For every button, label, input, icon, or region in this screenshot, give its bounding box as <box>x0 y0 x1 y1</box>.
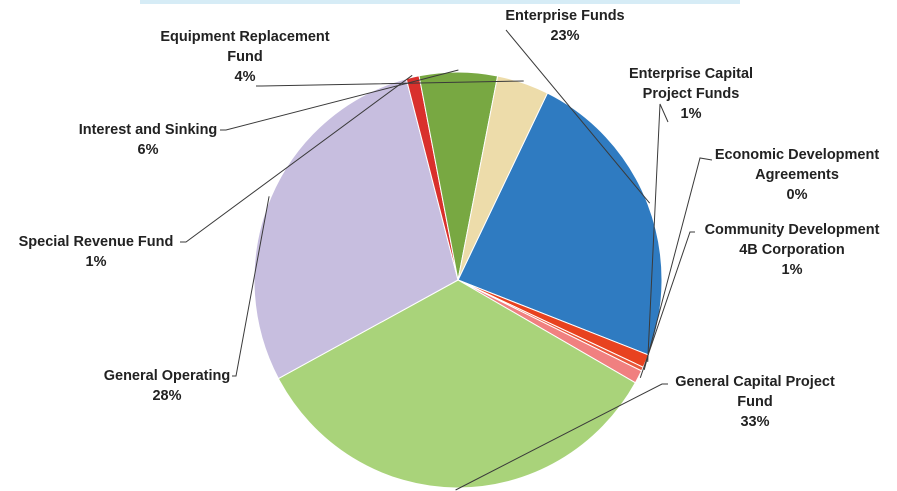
label-community-development-4b: Community Development 4B Corporation 1% <box>692 220 892 280</box>
label-equipment-replacement-fund: Equipment Replacement Fund 4% <box>150 27 340 87</box>
label-line: Project Funds <box>642 86 740 102</box>
label-line: General Capital Project <box>675 374 835 390</box>
label-line: 4B Corporation <box>739 242 845 258</box>
label-percent: 1% <box>680 106 702 122</box>
label-percent: 6% <box>137 142 159 158</box>
label-economic-development-agreements: Economic Development Agreements 0% <box>702 145 892 205</box>
leader-line <box>180 74 413 243</box>
slice-general-capital-project-fund <box>277 279 637 489</box>
leader-line <box>647 103 669 362</box>
label-percent: 28% <box>152 388 182 404</box>
label-line: Enterprise Capital <box>628 66 754 82</box>
label-percent: 0% <box>786 187 808 203</box>
slice-enterprise-funds <box>457 92 663 356</box>
label-line: Equipment Replacement <box>160 29 330 45</box>
label-line: Agreements <box>755 167 839 183</box>
label-line: Interest and Sinking <box>78 122 218 138</box>
label-general-capital-project-fund: General Capital Project Fund 33% <box>660 372 850 432</box>
label-special-revenue-fund: Special Revenue Fund 1% <box>6 232 186 272</box>
leader-line <box>505 29 651 204</box>
label-percent: 33% <box>740 414 770 430</box>
label-interest-and-sinking: Interest and Sinking 6% <box>68 120 228 160</box>
label-line: Special Revenue Fund <box>18 234 174 250</box>
label-line: Community Development <box>704 222 880 238</box>
top-border-strip <box>140 0 740 4</box>
label-line: Fund <box>737 394 773 410</box>
label-percent: 4% <box>234 69 256 85</box>
label-general-operating: General Operating 28% <box>92 366 242 406</box>
label-line: General Operating <box>103 368 231 384</box>
label-percent: 1% <box>85 254 107 270</box>
label-enterprise-capital-project-funds: Enterprise Capital Project Funds 1% <box>606 64 776 124</box>
slice-equipment-replacement-fund <box>457 75 549 281</box>
label-percent: 1% <box>781 262 803 278</box>
label-percent: 23% <box>550 28 580 44</box>
label-line: Fund <box>227 49 263 65</box>
leader-line <box>455 383 668 491</box>
leader-line <box>220 69 459 131</box>
leader-line <box>639 231 695 378</box>
leader-line <box>256 80 524 87</box>
label-line: Economic Development <box>714 147 880 163</box>
leader-line <box>643 157 713 371</box>
label-line: Enterprise Funds <box>505 8 625 24</box>
leader-line <box>232 196 270 377</box>
label-enterprise-funds: Enterprise Funds 23% <box>500 6 630 46</box>
